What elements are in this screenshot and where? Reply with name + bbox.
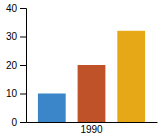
bar [117, 31, 145, 122]
y-tick-label: 10 [6, 88, 18, 99]
y-tick-label: 40 [6, 3, 18, 14]
y-tick-mark [20, 65, 26, 66]
bar [38, 94, 66, 123]
x-tick-label: 1990 [80, 124, 103, 135]
y-tick-mark [20, 122, 26, 123]
x-axis: 1990 [27, 123, 158, 136]
bar [78, 65, 106, 122]
y-tick: 0 [11, 117, 26, 128]
y-tick: 30 [6, 31, 26, 42]
y-tick-mark [20, 94, 26, 95]
y-tick-label: 20 [6, 60, 18, 71]
chart: 0 10 20 30 40 1990 [0, 0, 165, 140]
x-tick: 1990 [80, 124, 103, 135]
y-tick: 20 [6, 60, 26, 71]
y-tick-mark [20, 37, 26, 38]
y-axis-line [20, 9, 27, 123]
x-axis-line [27, 122, 158, 123]
plot-area [38, 31, 145, 122]
y-axis: 0 10 20 30 40 [6, 3, 27, 128]
y-tick-label: 30 [6, 31, 18, 42]
y-tick: 10 [6, 88, 26, 99]
y-tick-mark [20, 8, 26, 9]
y-tick: 40 [6, 3, 26, 14]
y-tick-label: 0 [11, 117, 17, 128]
